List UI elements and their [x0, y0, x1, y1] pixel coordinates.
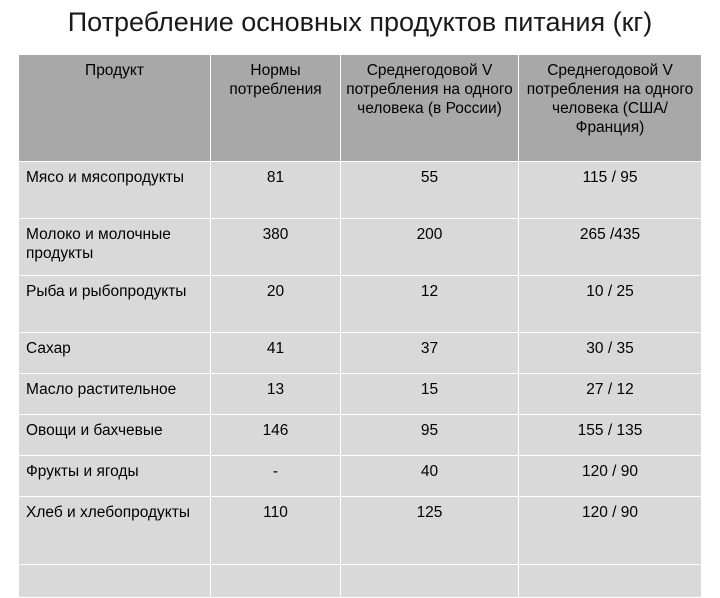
russia-value: 125 [340, 496, 519, 565]
usa-france-value: 265 /435 [518, 218, 702, 276]
russia-value: 40 [340, 455, 519, 497]
table-row: Хлеб и хлебопродукты 110 125 120 / 90 [18, 496, 702, 565]
empty-cell [210, 564, 341, 598]
table-row: Рыба и рыбопродукты 20 12 10 / 25 [18, 275, 702, 333]
norm-value: 20 [210, 275, 341, 333]
empty-cell [518, 564, 702, 598]
table-row: Овощи и бахчевые 146 95 155 / 135 [18, 414, 702, 456]
product-name: Молоко и молочные продукты [18, 218, 211, 276]
norm-value: 41 [210, 332, 341, 374]
table-row: Фрукты и ягоды - 40 120 / 90 [18, 455, 702, 497]
product-name: Мясо и мясопродукты [18, 161, 211, 219]
russia-value: 55 [340, 161, 519, 219]
column-header-product: Продукт [18, 54, 211, 162]
product-name: Рыба и рыбопродукты [18, 275, 211, 333]
norm-value: 81 [210, 161, 341, 219]
page-title: Потребление основных продуктов питания (… [67, 7, 653, 37]
usa-france-value: 120 / 90 [518, 496, 702, 565]
table-row: Сахар 41 37 30 / 35 [18, 332, 702, 374]
product-name: Масло растительное [18, 373, 211, 415]
product-name: Овощи и бахчевые [18, 414, 211, 456]
usa-france-value: 155 / 135 [518, 414, 702, 456]
usa-france-value: 120 / 90 [518, 455, 702, 497]
norm-value: 380 [210, 218, 341, 276]
product-name: Фрукты и ягоды [18, 455, 211, 497]
consumption-table: Продукт Нормы потребления Среднегодовой … [18, 54, 702, 598]
empty-row [18, 564, 702, 598]
empty-cell [18, 564, 211, 598]
usa-france-value: 115 / 95 [518, 161, 702, 219]
column-header-norm: Нормы потребления [210, 54, 341, 162]
empty-cell [340, 564, 519, 598]
table-row: Мясо и мясопродукты 81 55 115 / 95 [18, 161, 702, 219]
russia-value: 37 [340, 332, 519, 374]
column-header-usa-france: Среднегодовой V потребления на одного че… [518, 54, 702, 162]
product-name: Сахар [18, 332, 211, 374]
norm-value: 146 [210, 414, 341, 456]
column-header-russia: Среднегодовой V потребления на одного че… [340, 54, 519, 162]
table-row: Молоко и молочные продукты 380 200 265 /… [18, 218, 702, 276]
table-row: Масло растительное 13 15 27 / 12 [18, 373, 702, 415]
russia-value: 95 [340, 414, 519, 456]
usa-france-value: 27 / 12 [518, 373, 702, 415]
usa-france-value: 10 / 25 [518, 275, 702, 333]
russia-value: 12 [340, 275, 519, 333]
russia-value: 15 [340, 373, 519, 415]
norm-value: 13 [210, 373, 341, 415]
usa-france-value: 30 / 35 [518, 332, 702, 374]
table-header-row: Продукт Нормы потребления Среднегодовой … [18, 54, 702, 162]
norm-value: 110 [210, 496, 341, 565]
product-name: Хлеб и хлебопродукты [18, 496, 211, 565]
russia-value: 200 [340, 218, 519, 276]
norm-value: - [210, 455, 341, 497]
